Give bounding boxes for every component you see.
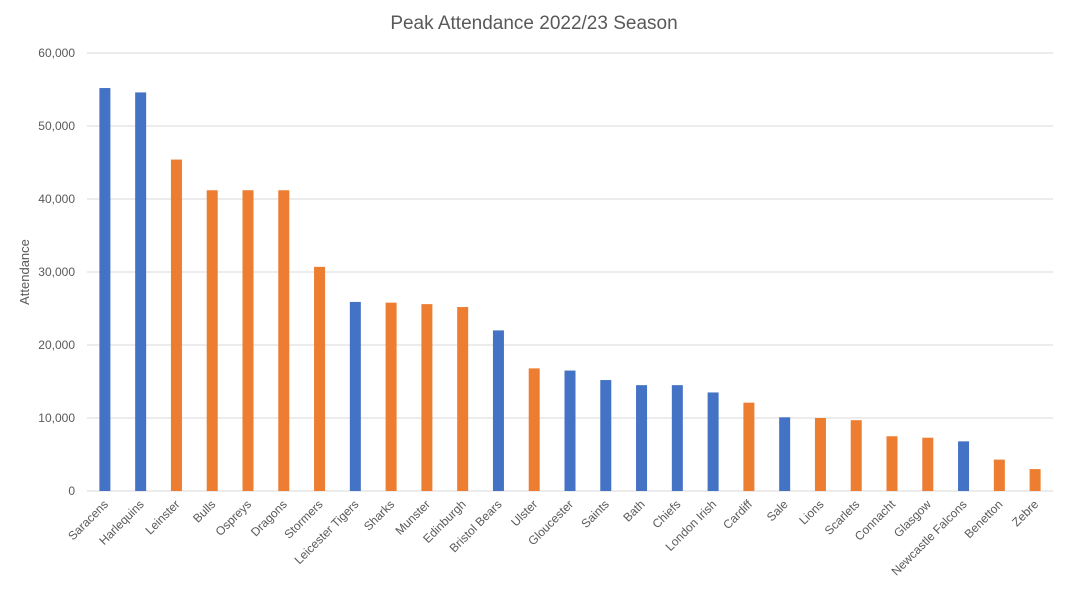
x-tick-label: Ospreys: [213, 497, 254, 538]
bar: [170, 159, 182, 491]
x-tick-label: Leinster: [142, 497, 182, 537]
bar: [135, 92, 147, 492]
bars: [99, 88, 1041, 492]
bar: [528, 368, 540, 491]
bar: [779, 417, 791, 491]
bar: [707, 392, 719, 491]
bar: [814, 418, 826, 491]
y-tick-label: 60,000: [38, 46, 75, 60]
x-tick-label: Bath: [620, 497, 647, 524]
bar: [743, 402, 755, 491]
bar: [1029, 469, 1041, 491]
x-tick-label: Lions: [796, 497, 826, 527]
y-tick-label: 10,000: [38, 411, 75, 425]
bar: [922, 437, 934, 491]
bar: [636, 385, 648, 491]
bar: [457, 307, 469, 491]
x-tick-label: Sale: [764, 497, 791, 524]
x-tick-label: Leicester Tigers: [292, 497, 362, 567]
x-tick-label: Chiefs: [650, 497, 684, 531]
bar: [993, 459, 1005, 491]
bar: [958, 441, 970, 491]
y-axis-ticks: 0 10,000 20,000 30,000 40,000 50,000 60,000: [38, 46, 75, 498]
y-tick-label: 20,000: [38, 338, 75, 352]
x-tick-label: Ulster: [508, 497, 540, 529]
bar: [600, 380, 612, 491]
bar: [492, 330, 504, 491]
bar: [349, 301, 361, 491]
y-tick-label: 50,000: [38, 119, 75, 133]
bar: [564, 370, 576, 491]
bar: [421, 304, 433, 491]
bar: [242, 190, 254, 492]
y-axis-title: Attendance: [17, 239, 32, 305]
bar: [886, 436, 898, 491]
bar: [850, 420, 862, 491]
y-tick-label: 30,000: [38, 265, 75, 279]
x-tick-label: Cardiff: [720, 497, 755, 532]
bar: [206, 190, 218, 492]
x-tick-label: Zebre: [1009, 497, 1041, 529]
chart-title: Peak Attendance 2022/23 Season: [390, 13, 677, 34]
bar: [278, 190, 290, 492]
bar: [314, 266, 326, 491]
x-tick-label: Bulls: [190, 497, 218, 525]
bar: [385, 302, 397, 491]
bar: [99, 88, 111, 491]
bar: [671, 385, 683, 491]
y-tick-label: 40,000: [38, 192, 75, 206]
x-tick-label: Saints: [578, 497, 611, 530]
x-tick-label: Benetton: [962, 497, 1006, 541]
y-tick-label: 0: [68, 484, 75, 498]
